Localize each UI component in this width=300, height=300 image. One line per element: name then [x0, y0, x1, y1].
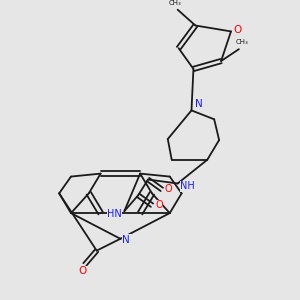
Text: N: N [122, 235, 130, 245]
Text: N: N [196, 100, 203, 110]
Text: CH₃: CH₃ [236, 39, 248, 45]
Text: O: O [79, 266, 87, 276]
Text: O: O [165, 184, 172, 194]
Text: CH₃: CH₃ [168, 0, 181, 6]
Text: HN: HN [107, 209, 122, 219]
Text: NH: NH [180, 182, 195, 191]
Text: O: O [234, 26, 242, 35]
Text: O: O [155, 200, 163, 210]
